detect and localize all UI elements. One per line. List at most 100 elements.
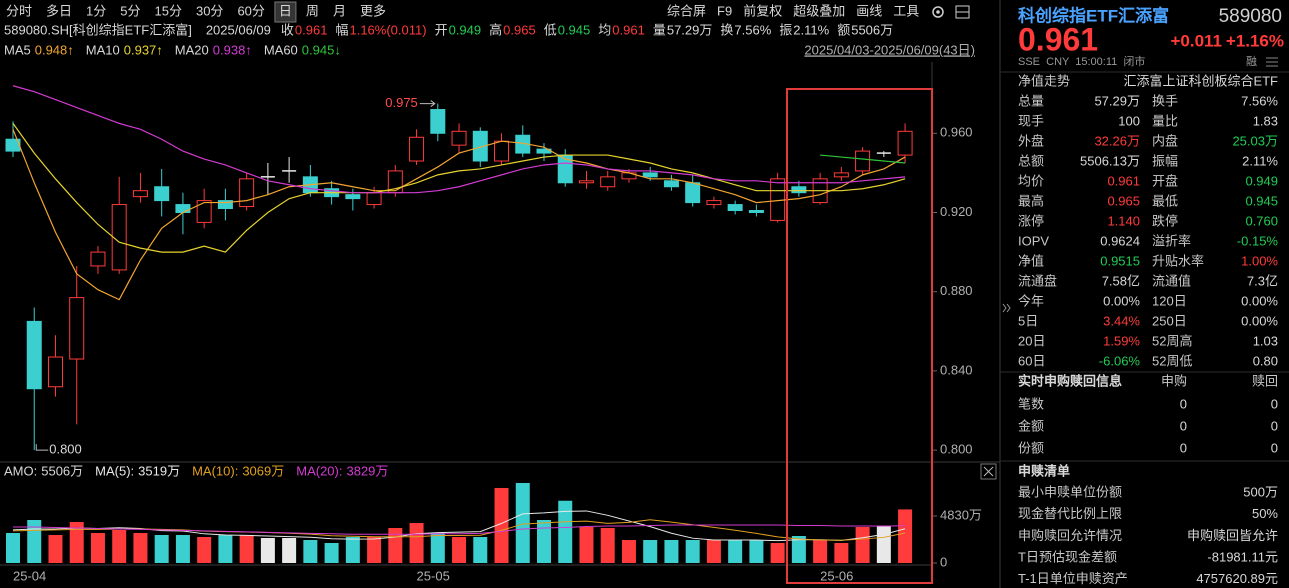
volume-pane: AMO: 5506万 MA(5): 3519万 MA(10): 3069万 MA(20): 3… (4, 463, 982, 583)
candle-body (494, 140, 510, 162)
volume-ma-line (13, 524, 906, 535)
candle-body (833, 172, 849, 178)
toolbar-tab[interactable]: 30分 (196, 3, 223, 18)
stat-value: 0.760 (1245, 213, 1278, 228)
volume-bar (345, 536, 360, 563)
stat-label: 总量 (1018, 93, 1044, 108)
candle-body (196, 200, 212, 223)
field-value: 57.29万 (667, 22, 713, 37)
legend-name: MA(20): (296, 463, 342, 478)
candle-body (132, 190, 148, 198)
volume-bar (494, 487, 509, 563)
stat-label: 52周高 (1152, 333, 1192, 348)
row-label: 笔数 (1018, 396, 1044, 411)
volume-bar (621, 539, 636, 563)
stat-label: 外盘 (1018, 133, 1044, 148)
y-tick-label: 4830万 (940, 507, 982, 522)
menu-icon[interactable] (1266, 57, 1278, 67)
row-value: 0 (1271, 440, 1278, 455)
volume-bar (473, 536, 488, 563)
stat-label: 最高 (1018, 193, 1044, 208)
stat-label: 内盘 (1152, 133, 1178, 148)
candle-body (578, 180, 594, 184)
candle-body (472, 130, 488, 162)
candle-body (154, 186, 170, 202)
y-tick-label: 0.840 (940, 362, 973, 377)
stat-value: 2.11% (1242, 153, 1278, 168)
stat-value: -0.15% (1237, 233, 1279, 248)
toolbar-tab[interactable]: 月 (333, 3, 346, 18)
field-label: 幅 (335, 22, 348, 37)
field-value: 2.11% (793, 22, 829, 37)
toolbar-tab[interactable]: 5分 (120, 3, 140, 18)
ma-line (12, 85, 906, 194)
stat-value: 0.9515 (1100, 253, 1140, 268)
volume-bar (409, 522, 424, 563)
toolbar-tool[interactable]: 画线 (856, 3, 882, 18)
toolbar-tab[interactable]: 周 (306, 3, 319, 18)
candle-body (175, 204, 191, 213)
security-name: 科创综指ETF汇添富 (1018, 5, 1169, 25)
candle-body (748, 210, 764, 213)
low-arrow (35, 444, 49, 451)
field-label: 低 (544, 22, 557, 37)
stat-label: 120日 (1152, 293, 1187, 308)
active-tab-bg (274, 1, 297, 23)
close-pane-icon[interactable] (980, 463, 997, 480)
toolbar-tool[interactable]: 工具 (893, 3, 919, 18)
volume-bar (643, 539, 658, 563)
field-label: 开 (435, 22, 448, 37)
row-value: 0 (1180, 418, 1187, 433)
candle-body (90, 251, 106, 267)
toolbar-tab[interactable]: 分时 (6, 3, 32, 18)
x-tick-label: 25-06 (820, 568, 853, 583)
toolbar-tab[interactable]: 1分 (86, 3, 106, 18)
market-status: SSE CNY 15:00:11 闭市 (1018, 54, 1145, 68)
toolbar-tool[interactable]: 超级叠加 (793, 3, 845, 18)
toolbar-tool[interactable]: 前复权 (743, 3, 782, 18)
field-value: 1.16%(0.011) (349, 22, 426, 37)
stat-label: 流通值 (1152, 273, 1191, 288)
stat-label: 跌停 (1152, 213, 1178, 228)
toolbar-tool[interactable]: F9 (717, 3, 732, 18)
expand-icon[interactable] (1002, 303, 1011, 313)
toolbar-tool[interactable]: 综合屏 (667, 3, 706, 18)
candle-body (685, 182, 701, 204)
toolbar-tab[interactable]: 日 (279, 3, 292, 18)
security-code: 589080 (1219, 6, 1282, 27)
legend-value: 3829万 (346, 463, 388, 478)
row-label: 最小申赎单位份额 (1018, 484, 1122, 499)
legend-name: MA10 (86, 42, 120, 57)
toolbar-tab[interactable]: 多日 (46, 3, 72, 18)
volume-bar (175, 534, 190, 563)
row-value: 申购赎回皆允许 (1187, 528, 1278, 543)
volume-bar (6, 532, 20, 563)
stat-value: 0.00% (1241, 313, 1278, 328)
field-value: 7.56% (734, 22, 771, 37)
volume-bar (898, 509, 913, 563)
toolbar-tab[interactable]: 60分 (237, 3, 264, 18)
stat-label: 现手 (1018, 113, 1044, 128)
candle-body (69, 297, 85, 360)
toolbar-tab[interactable]: 更多 (360, 3, 386, 18)
candle-body (642, 172, 658, 178)
volume-ma-line (12, 510, 906, 542)
stat-value: 57.29万 (1094, 93, 1140, 108)
settings-icon[interactable] (932, 6, 944, 18)
stat-value: 0.80 (1253, 353, 1278, 368)
volume-bar (728, 539, 743, 563)
stat-value: 1.83 (1253, 113, 1278, 128)
stat-value: 0.00% (1241, 293, 1278, 308)
toolbar-tab[interactable]: 15分 (155, 3, 182, 18)
volume-bar (706, 539, 721, 563)
field-label: 额 (837, 22, 850, 37)
candle-body (111, 204, 127, 271)
stat-value: 0.00% (1103, 293, 1140, 308)
stat-label: 换手 (1152, 93, 1178, 108)
field-label: 换 (720, 22, 733, 37)
legend-name: MA20 (175, 42, 209, 57)
legend-value: 0.937↑ (124, 42, 163, 57)
layout-icon[interactable] (955, 5, 970, 19)
